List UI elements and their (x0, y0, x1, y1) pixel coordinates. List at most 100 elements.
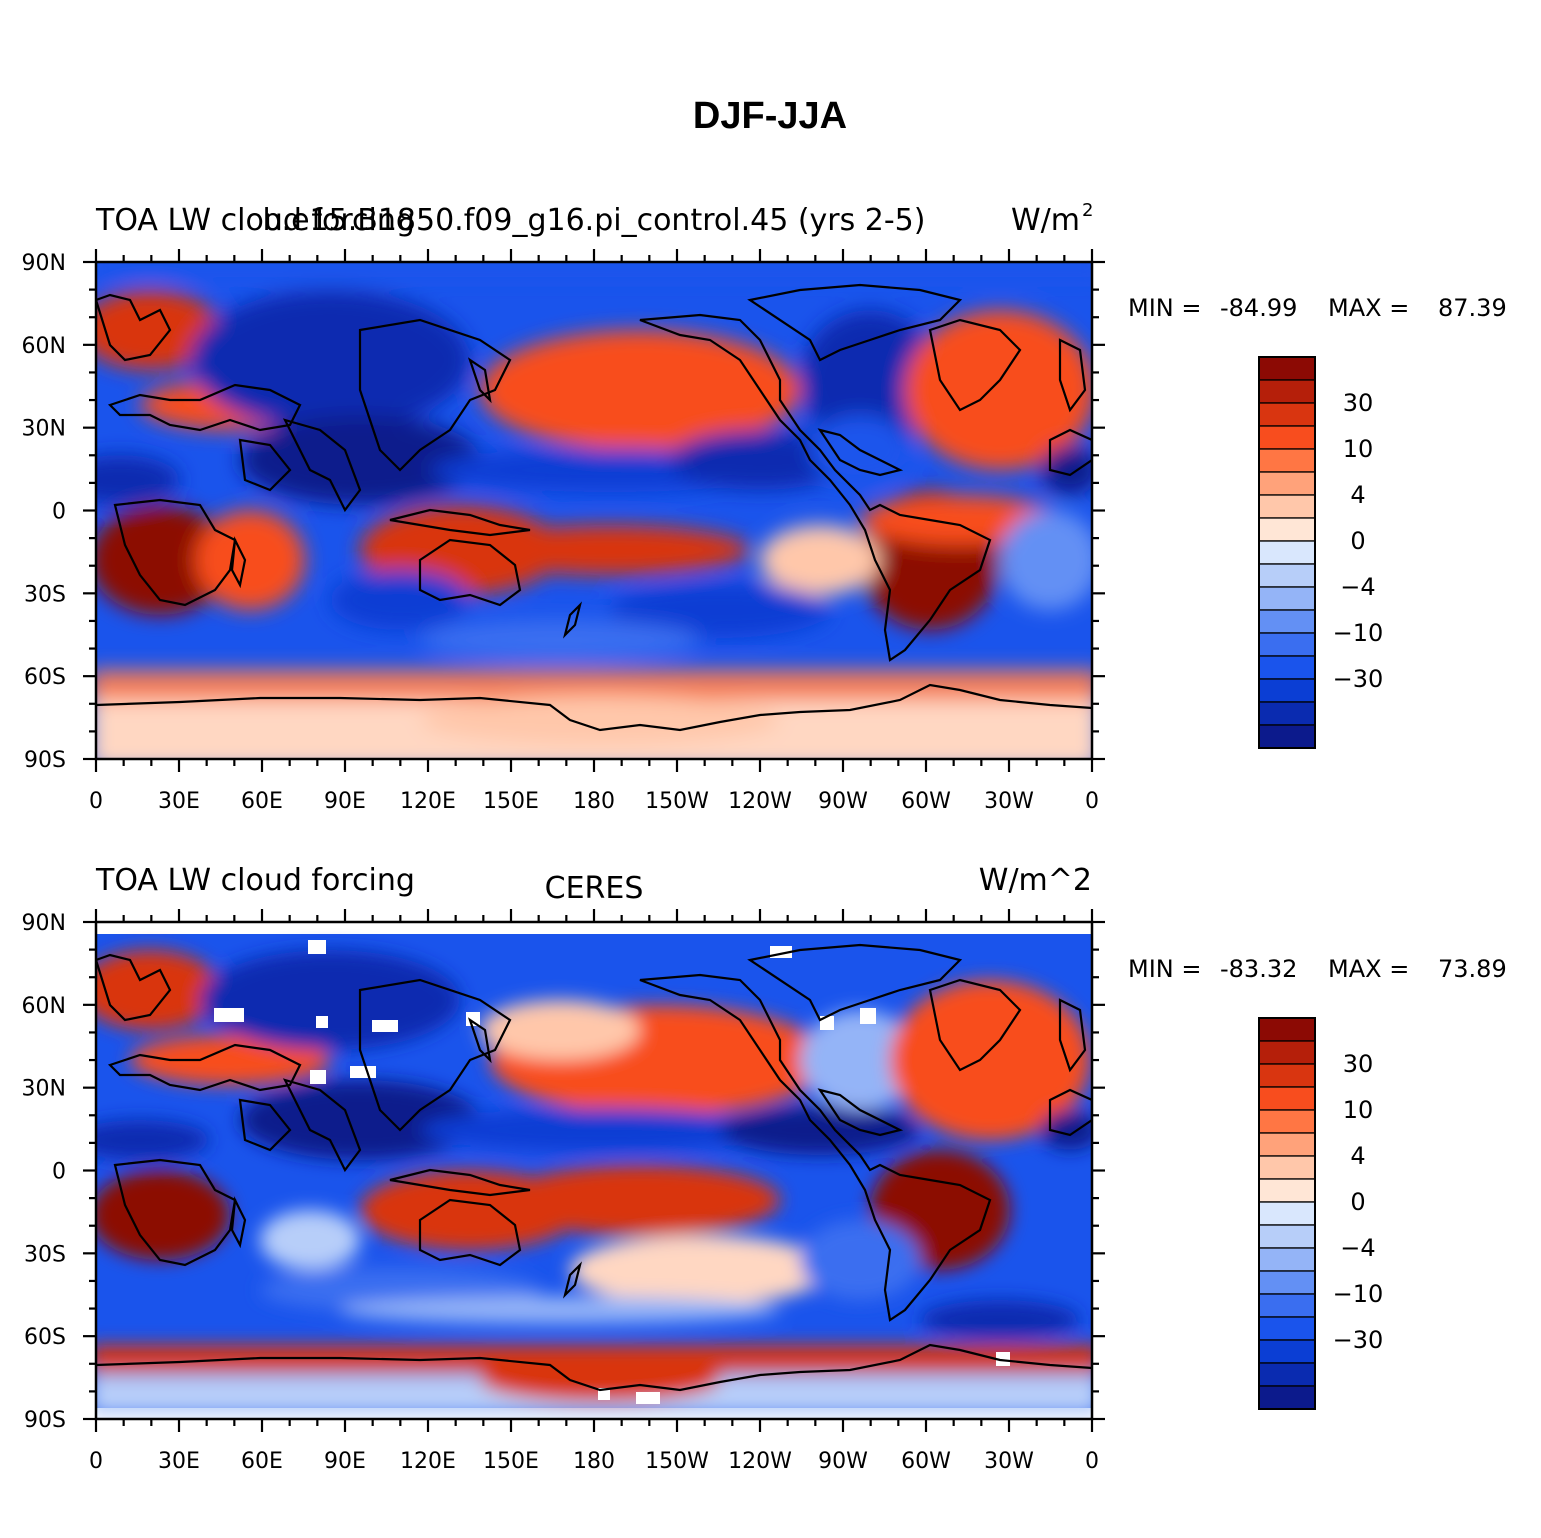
colorbar-box (1258, 1201, 1316, 1226)
lon-label: 30W (984, 789, 1034, 814)
min-value: -83.32 (1220, 955, 1297, 983)
contour-field (96, 262, 1092, 759)
stats: MIN = -84.99 MAX = 87.39 (1128, 294, 1507, 322)
lon-label: 180 (573, 1449, 615, 1474)
max-value: 73.89 (1438, 955, 1507, 983)
colorbar-label: −4 (1340, 573, 1375, 601)
colorbar-box (1258, 701, 1316, 726)
max-label: MAX = (1328, 294, 1409, 322)
panel-units-title: W/m^2 (979, 863, 1092, 898)
lon-label: 150E (483, 789, 539, 814)
min-label: MIN = (1128, 955, 1201, 983)
min-value: -84.99 (1220, 294, 1297, 322)
lon-label: 0 (1085, 789, 1099, 814)
lat-label: 90S (24, 748, 66, 773)
colorbar-label: 10 (1343, 1096, 1374, 1124)
colorbar-box (1258, 448, 1316, 473)
lat-label: 60S (24, 1325, 66, 1350)
latitude-labels: 90N 60N 30N 0 30S 60S 90S (22, 911, 66, 1433)
lon-label: 150W (645, 1449, 709, 1474)
coastline-outlines (96, 283, 1092, 732)
axis-ticks (83, 249, 1105, 772)
colorbar-box (1258, 1109, 1316, 1134)
colorbar-box (1258, 678, 1316, 703)
lat-label: 60N (22, 994, 66, 1019)
colorbar-box (1258, 1316, 1316, 1341)
colorbar-box (1258, 1155, 1316, 1180)
coastline-outlines (96, 943, 1092, 1392)
colorbar-label: 0 (1350, 527, 1365, 555)
colorbar-label: 0 (1350, 1188, 1365, 1216)
lon-label: 60W (901, 1449, 951, 1474)
lon-label: 60W (901, 789, 951, 814)
colorbar-label: −10 (1333, 1280, 1384, 1308)
colorbar-box (1258, 1270, 1316, 1295)
lon-label: 0 (89, 1449, 103, 1474)
lat-label: 90N (22, 911, 66, 936)
lon-label: 120W (728, 1449, 792, 1474)
latitude-labels: 90N 60N 30N 0 30S 60S 90S (22, 251, 66, 773)
colorbar-box (1258, 1385, 1316, 1410)
panel-units-title: W/m (1011, 203, 1080, 238)
colorbar-label: −10 (1333, 619, 1384, 647)
lon-label: 30E (158, 789, 200, 814)
colorbar-label: 4 (1350, 481, 1365, 509)
colorbar-frame (1258, 356, 1316, 749)
panel-left-title: TOA LW cloud forcing (95, 863, 415, 898)
lat-label: 60S (24, 665, 66, 690)
colorbar: 30 10 4 0 −4 −10 −30 (1258, 1017, 1384, 1410)
lon-label: 0 (89, 789, 103, 814)
axis-ticks (83, 909, 1105, 1432)
lon-label: 30E (158, 1449, 200, 1474)
longitude-labels: 0 30E 60E 90E 120E 150E 180 150W 120W 90W 60W 30W 0 (89, 789, 1099, 814)
figure-title: DJF-JJA (693, 95, 847, 137)
lon-label: 120E (400, 1449, 456, 1474)
lat-label: 90N (22, 251, 66, 276)
lat-label: 30N (22, 1077, 66, 1102)
colorbar-label: 4 (1350, 1142, 1365, 1170)
colorbar-box (1258, 517, 1316, 542)
colorbar-box (1258, 586, 1316, 611)
lon-label: 90W (818, 1449, 868, 1474)
lon-label: 90W (818, 789, 868, 814)
lat-label: 90S (24, 1408, 66, 1433)
colorbar-box (1258, 471, 1316, 496)
colorbar-box (1258, 1247, 1316, 1272)
colorbar-box (1258, 1178, 1316, 1203)
lat-label: 30N (22, 417, 66, 442)
colorbar-label: −30 (1333, 665, 1384, 693)
colorbar-box (1258, 540, 1316, 565)
stats: MIN = -83.32 MAX = 73.89 (1128, 955, 1507, 983)
colorbar-box (1258, 609, 1316, 634)
colorbar-box (1258, 402, 1316, 427)
colorbar-box (1258, 632, 1316, 657)
colorbar-box (1258, 1224, 1316, 1249)
panel-center-title: b.e15.B1850.f09_g16.pi_control.45 (yrs 2… (263, 203, 926, 238)
colorbar-box (1258, 1293, 1316, 1318)
colorbar-box (1258, 724, 1316, 749)
panel-model: TOA LW cloud forcing b.e15.B1850.f09_g16… (22, 200, 1507, 814)
colorbar-label: 10 (1343, 435, 1374, 463)
lon-label: 60E (241, 1449, 283, 1474)
colorbar: 30 10 4 0 −4 −10 −30 (1258, 356, 1384, 749)
colorbar-box (1258, 1063, 1316, 1088)
colorbar-box (1258, 563, 1316, 588)
colorbar-box (1258, 655, 1316, 680)
lat-label: 0 (52, 500, 66, 525)
lon-label: 150W (645, 789, 709, 814)
colorbar-label: −4 (1340, 1234, 1375, 1262)
lon-label: 90E (324, 1449, 366, 1474)
lon-label: 150E (483, 1449, 539, 1474)
lon-label: 60E (241, 789, 283, 814)
lon-label: 30W (984, 1449, 1034, 1474)
lon-label: 120E (400, 789, 456, 814)
colorbar-label: 30 (1343, 389, 1374, 417)
lat-label: 0 (52, 1160, 66, 1185)
panel-left-title: TOA LW cloud forcing (95, 203, 415, 238)
panel-center-title: CERES (545, 871, 644, 906)
colorbar-label: 30 (1343, 1050, 1374, 1078)
lat-label: 60N (22, 334, 66, 359)
colorbar-frame (1258, 1017, 1316, 1410)
colorbar-box (1258, 494, 1316, 519)
lat-label: 30S (24, 1242, 66, 1267)
